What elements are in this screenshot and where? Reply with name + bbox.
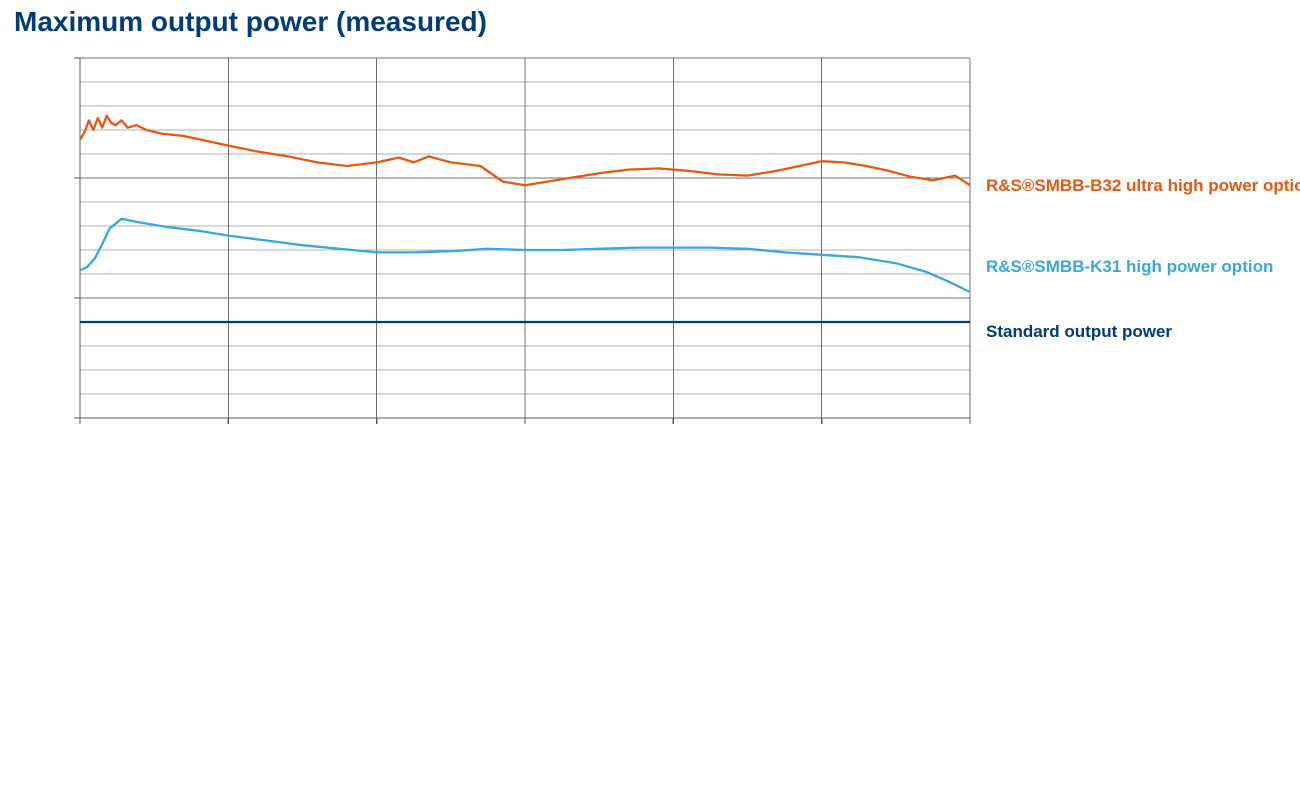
legend-label-k31: R&S®SMBB-K31 high power option: [986, 257, 1273, 277]
legend-label-b32: R&S®SMBB-B32 ultra high power option: [986, 176, 1300, 196]
plot-grid: [80, 58, 970, 418]
line-chart: [0, 0, 1300, 800]
chart-container: Maximum output power (measured) R&S®SMBB…: [0, 0, 1300, 800]
legend-label-std: Standard output power: [986, 322, 1172, 342]
chart-title: Maximum output power (measured): [14, 6, 487, 38]
